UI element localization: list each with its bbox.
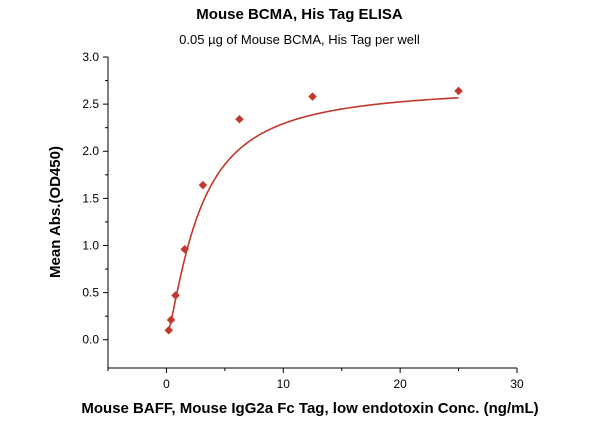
data-point: [308, 92, 317, 101]
y-tick-label: 2.5: [82, 97, 99, 111]
x-tick-label: 10: [277, 377, 291, 391]
data-points-layer: [164, 86, 463, 335]
data-point: [166, 315, 176, 325]
x-tick-label: 30: [510, 377, 524, 391]
data-point: [164, 325, 174, 335]
y-tick-label: 1.5: [82, 191, 99, 205]
data-point: [454, 86, 463, 96]
x-tick-label: 20: [393, 377, 407, 391]
x-axis-title: Mouse BAFF, Mouse IgG2a Fc Tag, low endo…: [81, 400, 538, 417]
fit-curve-layer: [167, 96, 459, 332]
x-tick-label: 0: [163, 377, 170, 391]
data-point: [235, 114, 244, 124]
fit-curve: [167, 96, 459, 332]
y-tick-label: 1.0: [82, 238, 99, 252]
chart-subtitle: 0.05 µg of Mouse BCMA, His Tag per well: [179, 32, 420, 47]
data-point: [180, 244, 190, 254]
y-tick-label: 2.0: [82, 144, 99, 158]
y-axis-title: Mean Abs.(OD450): [47, 146, 64, 278]
y-tick-label: 3.0: [82, 50, 99, 64]
chart-title: Mouse BCMA, His Tag ELISA: [196, 6, 403, 23]
y-tick-label: 0.0: [82, 333, 99, 347]
data-point: [171, 291, 180, 300]
axes: 0.0 0.5 1.0 1.5 2.0 2.5 3.0 0 10 20 30: [82, 50, 524, 391]
data-point: [198, 180, 208, 190]
y-tick-label: 0.5: [82, 286, 99, 300]
